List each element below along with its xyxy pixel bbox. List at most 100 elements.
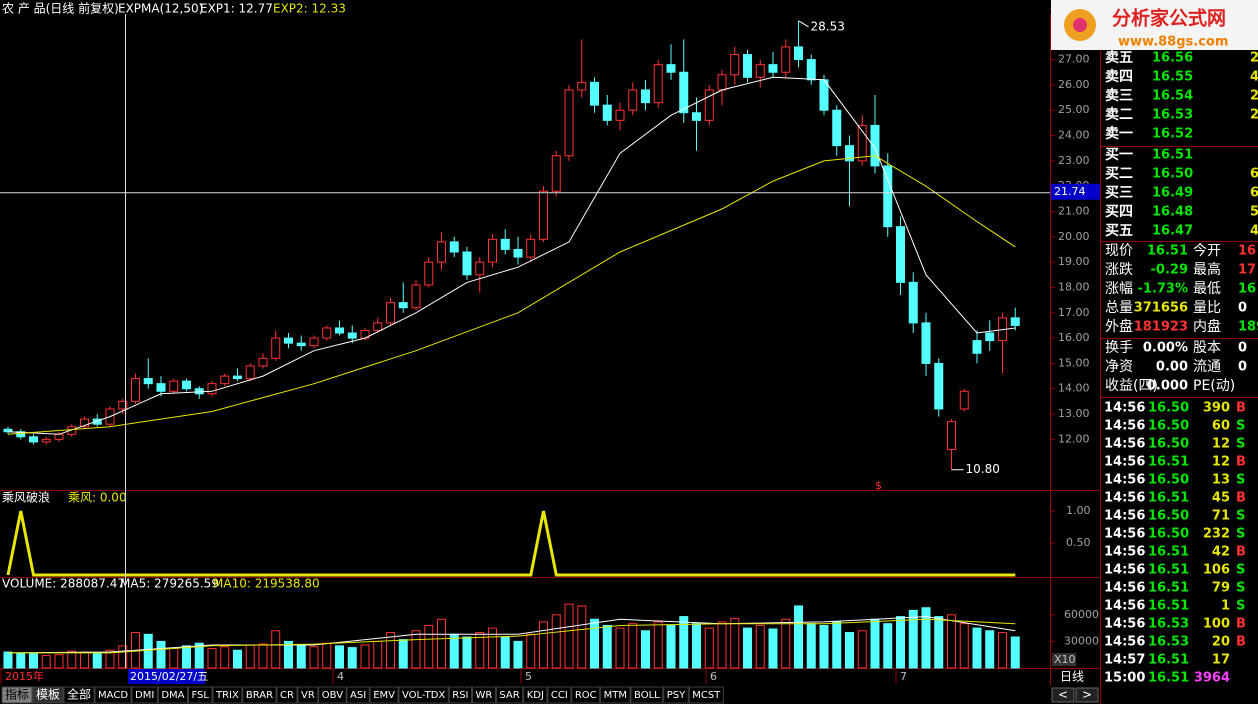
tick-cell: 14:56 [1104, 545, 1145, 560]
tab-label[interactable]: VOL-TDX [402, 690, 445, 701]
tab[interactable] [318, 686, 347, 704]
tick-cell: 14:56 [1104, 527, 1145, 542]
tab-label[interactable]: MTM [604, 690, 627, 701]
candle-body [539, 190, 548, 240]
volume-bar [959, 623, 969, 669]
tick-cell: 16.53 [1148, 635, 1189, 650]
nav-prev[interactable]: < [1058, 688, 1068, 702]
volume-bar [398, 639, 408, 669]
tab-label[interactable]: BRAR [246, 690, 273, 701]
indicator-title: 乘风破浪 [2, 490, 50, 505]
nav-next[interactable]: > [1082, 688, 1092, 702]
tab-label[interactable]: ROC [575, 690, 597, 701]
tick-cell: 20 [1212, 635, 1230, 650]
tick-cell: 14:56 [1104, 635, 1145, 650]
tick-cell: 16.51 [1148, 581, 1189, 596]
volume-bar [717, 621, 727, 669]
line [8, 618, 1016, 654]
tab-label[interactable]: TRIX [215, 690, 239, 701]
order-cell: 16.55 [1152, 70, 1193, 85]
y-tick-label: 30000 [1064, 634, 1099, 647]
tick-cell: 42 [1212, 545, 1230, 560]
tick-cell: S [1236, 581, 1245, 596]
tab[interactable] [212, 686, 243, 704]
tab-label[interactable]: MCST [692, 690, 721, 701]
tab[interactable] [242, 686, 277, 704]
tab[interactable] [448, 686, 473, 704]
tab[interactable] [398, 686, 449, 704]
tab-label[interactable]: 指标 [5, 687, 29, 702]
volume-bar [577, 605, 587, 669]
tab-label[interactable]: DMI [135, 690, 154, 701]
tab-label[interactable]: KDJ [527, 690, 544, 701]
volume-bar [258, 643, 268, 669]
tab-label[interactable]: SAR [499, 690, 519, 701]
tab[interactable] [297, 686, 319, 704]
tab-label[interactable]: VR [301, 690, 315, 701]
tab-label[interactable]: BOLL [634, 690, 660, 701]
candle-body [462, 251, 472, 276]
volume-bar [551, 614, 561, 669]
tab-label[interactable]: CR [280, 690, 294, 701]
candle-body [959, 390, 969, 410]
tick-cell: 71 [1212, 509, 1230, 524]
tab-label[interactable]: ASI [350, 690, 366, 701]
volume-bar [781, 618, 791, 669]
tab-label[interactable]: EMV [373, 690, 395, 701]
tick-cell: 14:56 [1104, 617, 1145, 632]
tab[interactable] [157, 686, 188, 704]
tab[interactable] [472, 686, 496, 704]
stat-cell: 量比 [1193, 300, 1221, 316]
nav-button[interactable] [1051, 687, 1075, 703]
tick-cell: 16.53 [1148, 617, 1189, 632]
tab-label[interactable]: OBV [322, 690, 343, 701]
tab[interactable] [63, 686, 95, 704]
volume-bar [730, 617, 740, 669]
volume-bar [1010, 636, 1020, 669]
tab[interactable] [369, 686, 399, 704]
tab-label[interactable]: 全部 [67, 687, 91, 702]
stat-cell: 换手 [1105, 339, 1133, 356]
order-cell: 4 [1250, 70, 1258, 85]
tab[interactable] [547, 686, 572, 704]
candle-body [16, 431, 26, 438]
tab[interactable] [32, 686, 64, 704]
volume-bar [54, 654, 64, 669]
tab[interactable] [600, 686, 631, 704]
tab[interactable] [1, 686, 33, 704]
order-cell: 16.53 [1152, 108, 1193, 123]
tick-cell: 14:56 [1104, 437, 1145, 452]
tab[interactable] [346, 686, 370, 704]
ma10-legend: MA10: 219538.80 [213, 577, 320, 591]
tab-label[interactable]: PSY [667, 690, 686, 701]
tab[interactable] [663, 686, 689, 704]
tab[interactable] [94, 686, 132, 704]
tab[interactable] [131, 686, 158, 704]
tab-label[interactable]: 模板 [36, 688, 60, 702]
candle-body [985, 332, 995, 342]
volume-bar [335, 645, 344, 669]
tab-label[interactable]: CCI [551, 690, 568, 701]
tab-label[interactable]: DMA [161, 690, 184, 701]
tab[interactable] [495, 686, 524, 704]
tab[interactable] [630, 686, 664, 704]
stat-cell: 外盘 [1105, 318, 1133, 335]
tab[interactable] [523, 686, 548, 704]
y-tick-label: 20.00 [1058, 230, 1090, 243]
tab-label[interactable]: RSI [452, 690, 468, 701]
candle-body [870, 124, 880, 167]
x-tick-label: 7 [900, 670, 907, 683]
tab-label[interactable]: MACD [98, 690, 128, 701]
volume-bar [653, 621, 663, 669]
tab-label[interactable]: WR [476, 690, 493, 701]
tab-label[interactable]: FSL [191, 690, 209, 701]
tab[interactable] [571, 686, 601, 704]
order-cell: 买一 [1105, 147, 1133, 163]
high-label: 28.53 [811, 19, 845, 33]
tab[interactable] [276, 686, 298, 704]
tab[interactable] [688, 686, 724, 704]
tab[interactable] [187, 686, 213, 704]
volume-bar [526, 633, 536, 669]
nav-button[interactable] [1075, 687, 1099, 703]
